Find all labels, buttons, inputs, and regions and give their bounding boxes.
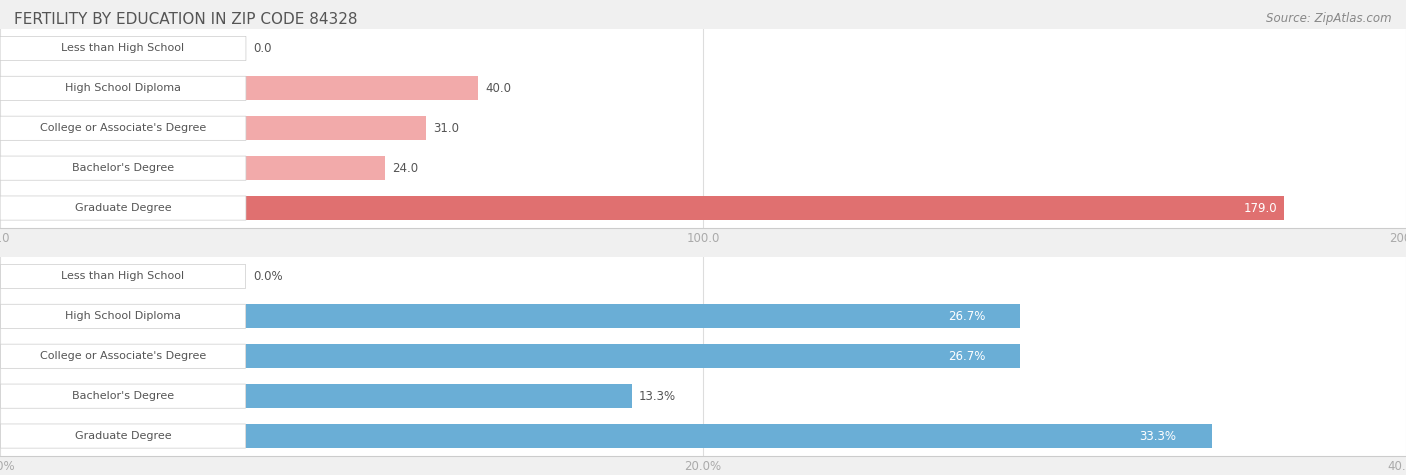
Bar [246, 116, 426, 140]
Text: College or Associate's Degree: College or Associate's Degree [39, 351, 207, 361]
Text: College or Associate's Degree: College or Associate's Degree [39, 123, 207, 133]
Text: 0.0: 0.0 [253, 42, 271, 55]
Bar [0, 148, 1406, 188]
FancyBboxPatch shape [0, 116, 246, 140]
Bar [0, 296, 1406, 336]
Bar [0, 336, 1406, 376]
FancyBboxPatch shape [0, 265, 246, 288]
Bar [246, 384, 631, 408]
Text: 24.0: 24.0 [392, 162, 419, 175]
Text: Less than High School: Less than High School [62, 271, 184, 282]
Bar [0, 108, 1406, 148]
Text: 26.7%: 26.7% [948, 310, 986, 323]
FancyBboxPatch shape [0, 76, 246, 100]
Text: Source: ZipAtlas.com: Source: ZipAtlas.com [1267, 12, 1392, 25]
Bar [246, 196, 1284, 220]
Text: FERTILITY BY EDUCATION IN ZIP CODE 84328: FERTILITY BY EDUCATION IN ZIP CODE 84328 [14, 12, 357, 27]
FancyBboxPatch shape [0, 424, 246, 448]
FancyBboxPatch shape [0, 156, 246, 180]
Bar [0, 376, 1406, 416]
Bar [246, 76, 478, 100]
Text: Graduate Degree: Graduate Degree [75, 203, 172, 213]
Text: 179.0: 179.0 [1243, 201, 1277, 215]
FancyBboxPatch shape [0, 196, 246, 220]
Text: High School Diploma: High School Diploma [65, 311, 181, 322]
Text: 26.7%: 26.7% [948, 350, 986, 363]
Bar [0, 28, 1406, 68]
Bar [246, 156, 385, 180]
Bar [0, 256, 1406, 296]
Bar [246, 424, 1212, 448]
Text: 0.0%: 0.0% [253, 270, 283, 283]
Bar [0, 188, 1406, 228]
Bar [246, 304, 1021, 328]
Text: Bachelor's Degree: Bachelor's Degree [72, 163, 174, 173]
FancyBboxPatch shape [0, 384, 246, 408]
Text: Less than High School: Less than High School [62, 43, 184, 54]
Text: Graduate Degree: Graduate Degree [75, 431, 172, 441]
Text: High School Diploma: High School Diploma [65, 83, 181, 94]
Bar [0, 416, 1406, 456]
Text: 40.0: 40.0 [485, 82, 510, 95]
Text: Bachelor's Degree: Bachelor's Degree [72, 391, 174, 401]
Text: 33.3%: 33.3% [1139, 429, 1177, 443]
FancyBboxPatch shape [0, 37, 246, 60]
Bar [0, 68, 1406, 108]
Text: 13.3%: 13.3% [638, 390, 676, 403]
FancyBboxPatch shape [0, 304, 246, 328]
Text: 31.0: 31.0 [433, 122, 458, 135]
FancyBboxPatch shape [0, 344, 246, 368]
Bar [246, 344, 1021, 368]
